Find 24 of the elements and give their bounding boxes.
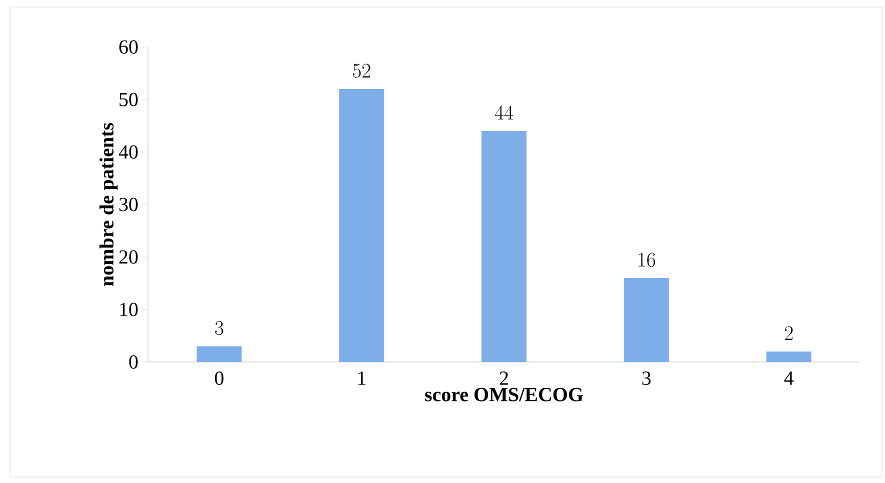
y-tick-label: 10 [120,302,138,316]
x-tick-label: 1 [358,372,366,385]
x-tick-label: 2 [500,372,508,385]
data-label: 52 [352,64,370,78]
bar [196,346,242,362]
x-tick-label: 3 [642,372,651,385]
y-tick-label: 50 [120,92,138,106]
y-tick-label: 60 [119,40,138,54]
x-axis-title: score OMS/ECOG [425,388,583,402]
y-tick-label: 0 [129,355,138,369]
data-label: 16 [638,252,656,267]
bar [339,89,384,362]
bar [482,131,527,362]
bar [624,278,669,362]
y-axis-title: nombre de patients [99,122,118,286]
bar [766,351,812,362]
data-label: 2 [784,326,793,340]
y-tick-label: 20 [119,250,138,264]
data-label: 3 [215,321,224,336]
y-tick-label: 40 [118,145,138,159]
x-tick-label: 4 [784,372,794,385]
y-tick-label: 30 [119,198,138,212]
x-tick-label: 0 [214,372,224,386]
data-label: 44 [494,106,514,120]
